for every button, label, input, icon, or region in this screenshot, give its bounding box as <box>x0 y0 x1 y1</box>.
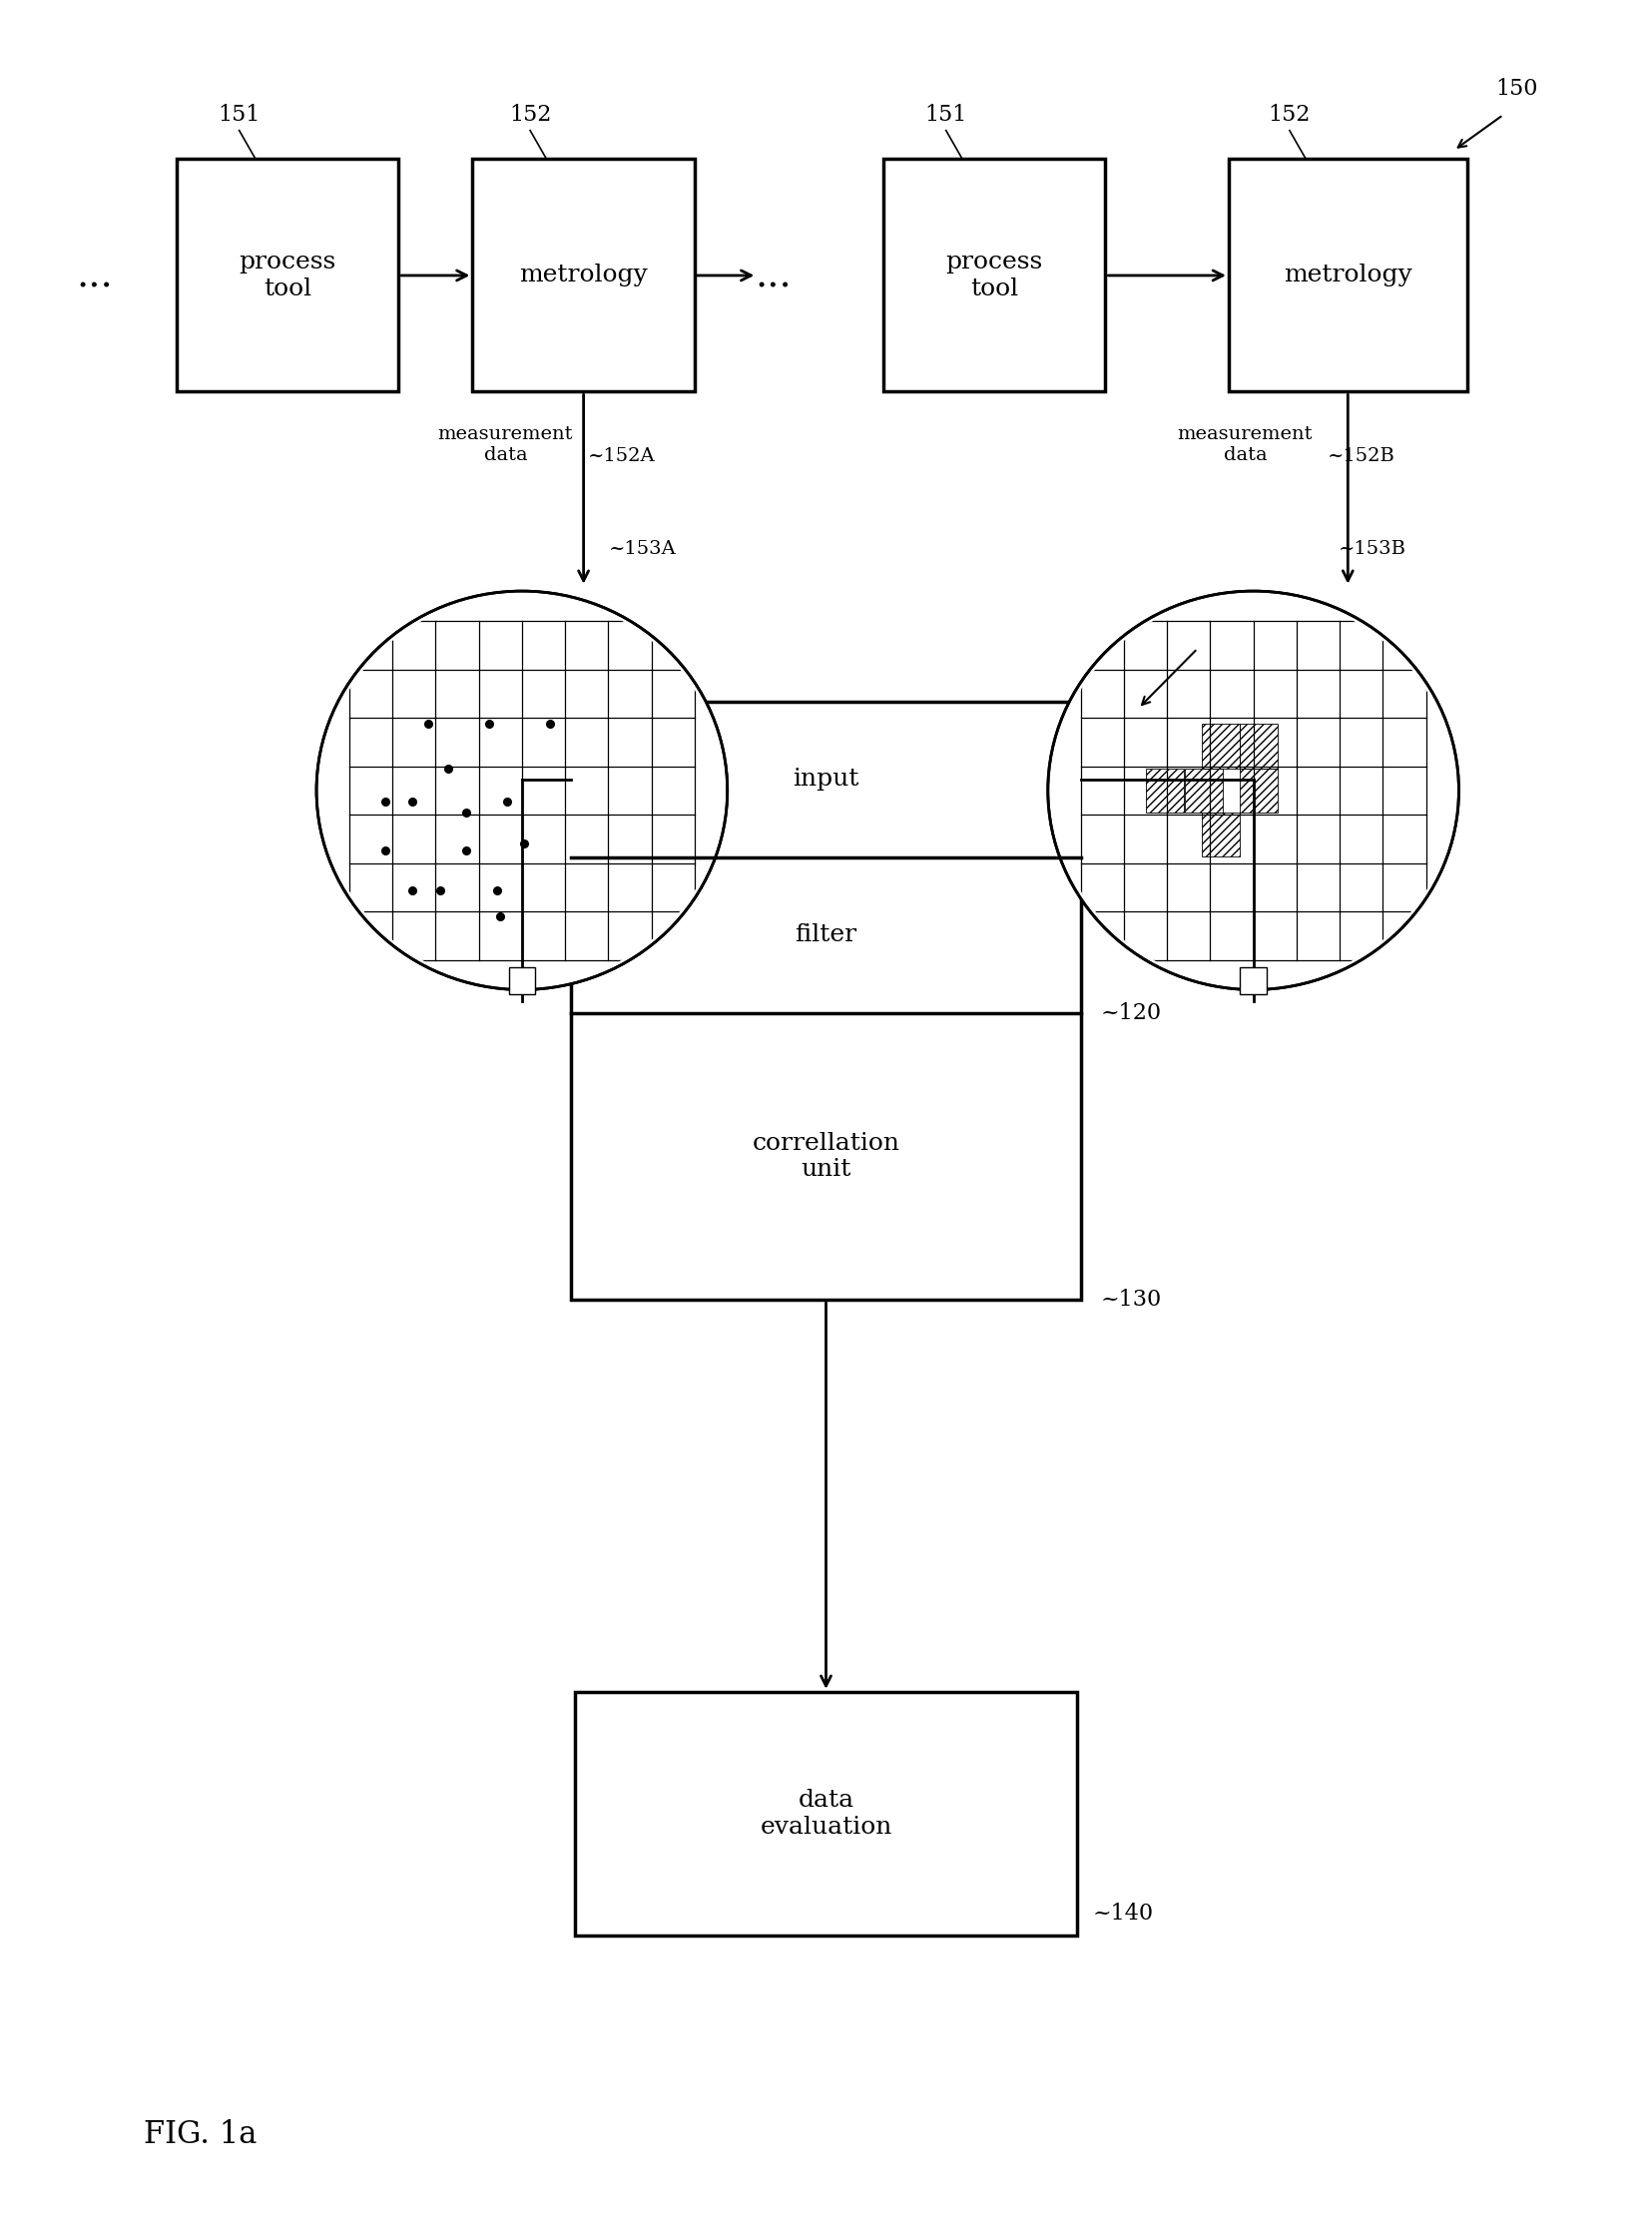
Text: 151: 151 <box>925 104 966 127</box>
Bar <box>177 160 398 391</box>
Text: process
tool: process tool <box>240 251 337 300</box>
Text: ~130: ~130 <box>1100 1289 1161 1312</box>
Bar <box>1184 769 1222 814</box>
Text: ~140: ~140 <box>1092 1903 1153 1925</box>
Ellipse shape <box>317 591 727 989</box>
Text: ~152A: ~152A <box>588 447 656 465</box>
Bar <box>1201 725 1239 769</box>
Ellipse shape <box>320 596 724 985</box>
Text: ~110: ~110 <box>1100 847 1161 869</box>
Text: ~120: ~120 <box>1100 1003 1161 1025</box>
Bar <box>884 160 1105 391</box>
Bar <box>572 702 1080 1300</box>
Text: 152: 152 <box>509 104 552 127</box>
Text: 150: 150 <box>1495 78 1538 100</box>
Text: metrology: metrology <box>1284 265 1412 287</box>
Text: ~152B: ~152B <box>1327 447 1394 465</box>
Text: input: input <box>793 767 859 791</box>
Text: metrology: metrology <box>519 265 648 287</box>
Text: ...: ... <box>76 258 112 296</box>
Bar <box>575 1692 1077 1936</box>
Bar <box>1239 769 1277 814</box>
Ellipse shape <box>1047 591 1459 989</box>
Bar <box>1201 814 1239 856</box>
Bar <box>1241 967 1267 994</box>
Text: 100: 100 <box>1191 614 1234 636</box>
Text: ...: ... <box>755 258 791 296</box>
Text: ~153B: ~153B <box>1338 540 1408 558</box>
Text: 151: 151 <box>218 104 261 127</box>
Text: measurement
data: measurement data <box>438 425 573 465</box>
Text: ~153A: ~153A <box>610 540 677 558</box>
Bar <box>1229 160 1467 391</box>
Text: 152: 152 <box>1269 104 1310 127</box>
Ellipse shape <box>1052 596 1455 985</box>
Text: measurement
data: measurement data <box>1178 425 1313 465</box>
Bar <box>1239 725 1277 769</box>
Text: FIG. 1a: FIG. 1a <box>144 2119 258 2150</box>
Text: filter: filter <box>795 923 857 947</box>
Bar <box>509 967 535 994</box>
Text: data
evaluation: data evaluation <box>760 1790 892 1838</box>
Bar <box>472 160 694 391</box>
Bar <box>1146 769 1183 814</box>
Text: process
tool: process tool <box>947 251 1042 300</box>
Text: correllation
unit: correllation unit <box>752 1132 900 1180</box>
